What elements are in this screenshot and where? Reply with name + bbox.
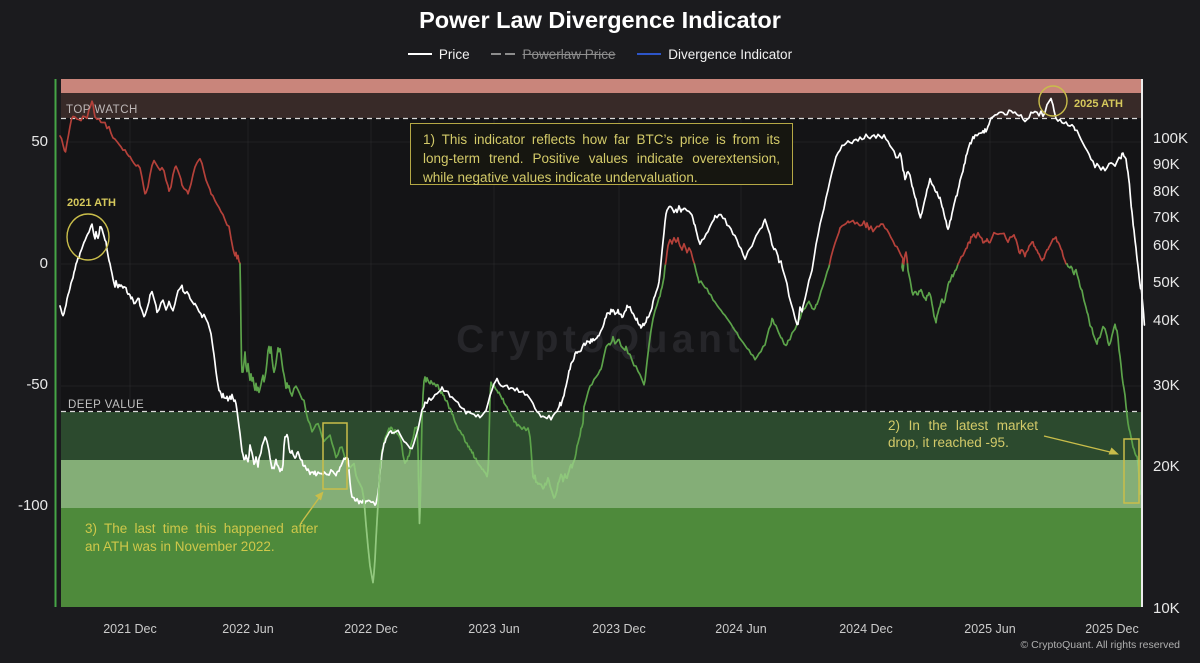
svg-text:CryptoQuant: CryptoQuant xyxy=(456,318,744,361)
